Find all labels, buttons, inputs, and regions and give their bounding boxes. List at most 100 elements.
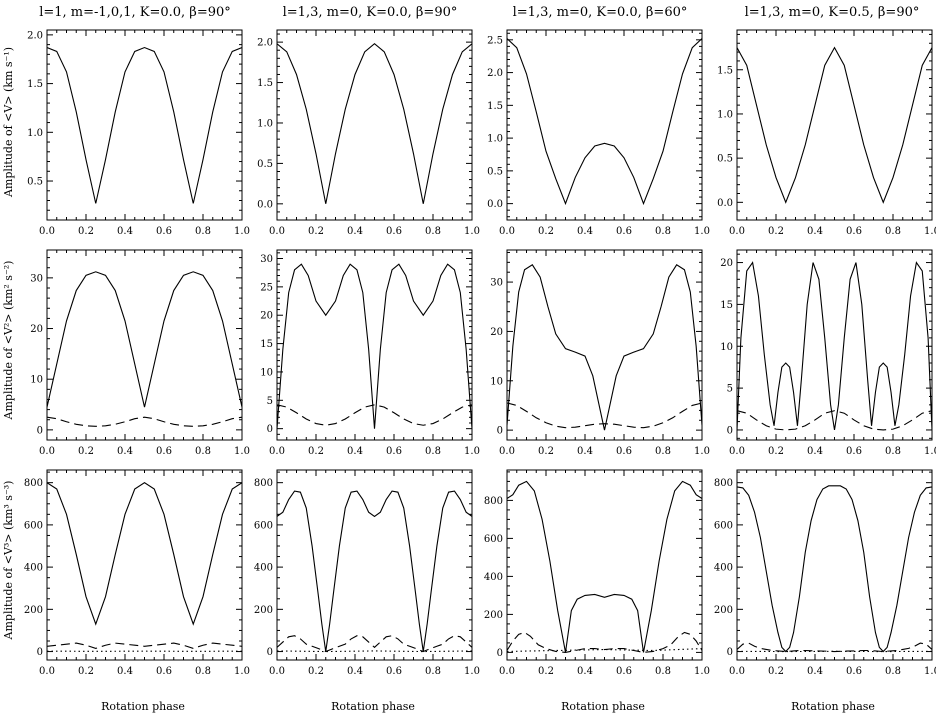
y-tick-label: 600: [714, 520, 733, 531]
y-tick-label: 200: [254, 605, 273, 616]
y-tick-label: 20: [490, 327, 503, 338]
x-tick-label: 0.8: [885, 666, 901, 677]
x-tick-label: 0.2: [78, 226, 94, 237]
y-tick-label: 2.0: [27, 30, 43, 41]
x-tick-label: 0.4: [117, 226, 133, 237]
x-tick-label: 0.0: [499, 226, 515, 237]
panel-r2-c2: 0.0 0.2 0.4 0.6 0.8 1.0 0 5 10 15 20 25 30: [260, 249, 480, 457]
series-solid-line: [507, 264, 702, 431]
x-tick-label: 0.2: [78, 446, 94, 457]
plot-frame: [736, 469, 933, 661]
plot-frame: [506, 29, 703, 221]
y-tick-label: 2.0: [257, 38, 273, 49]
y-tick-label: 10: [30, 375, 43, 386]
y-tick-label: 1.0: [257, 118, 273, 129]
x-tick-label: 0.8: [195, 666, 211, 677]
series-dashed-line: [47, 642, 242, 649]
x-tick-label: 0.4: [117, 666, 133, 677]
x-tick-label: 1.0: [694, 446, 710, 457]
series-solid-line: [47, 482, 242, 626]
x-tick-label: 0.4: [577, 446, 593, 457]
x-tick-label: 0.0: [499, 666, 515, 677]
y-tick-label: 800: [714, 478, 733, 489]
x-tick-label: 1.0: [464, 666, 480, 677]
x-tick-label: 0.4: [807, 226, 823, 237]
panel-r1-c3: 0.0 0.2 0.4 0.6 0.8 1.0 0.0 0.5 1.0 1.5 2.0 2.5: [487, 29, 710, 237]
series-dashed-line: [507, 402, 702, 429]
x-tick-label: 0.2: [308, 226, 324, 237]
y-tick-label: 600: [24, 520, 43, 531]
x-tick-label: 0.2: [308, 446, 324, 457]
series-solid-line: [47, 271, 242, 408]
y-tick-label: 1.0: [27, 128, 43, 139]
plot-frame: [736, 249, 933, 441]
x-tick-label: 0.4: [117, 446, 133, 457]
x-tick-label: 0.4: [577, 226, 593, 237]
y-tick-label: 400: [714, 563, 733, 574]
series-dashed-line: [737, 410, 932, 431]
plot-frame: [46, 469, 243, 661]
column-title-4: l=1,3, m=0, K=0.5, β=90°: [745, 5, 920, 20]
y-tick-label: 0: [497, 426, 503, 437]
x-tick-label: 0.4: [347, 666, 363, 677]
series-dashed-line: [277, 635, 472, 653]
x-tick-label: 0.4: [807, 666, 823, 677]
y-tick-label: 0.5: [257, 159, 273, 170]
x-tick-label: 0.6: [846, 226, 862, 237]
x-tick-label: 0.6: [616, 446, 632, 457]
x-tick-label: 1.0: [234, 226, 250, 237]
y-tick-label: 5: [727, 384, 733, 395]
x-tick-label: 0.0: [269, 666, 285, 677]
x-tick-label: 0.2: [768, 666, 784, 677]
y-tick-label: 800: [24, 478, 43, 489]
x-tick-label: 0.6: [156, 666, 172, 677]
y-tick-label: 30: [260, 254, 273, 265]
x-tick-label: 0.4: [807, 446, 823, 457]
plot-frame: [276, 249, 473, 441]
row-ylabel-1: Amplitude of <V> (km s⁻¹): [2, 47, 15, 198]
x-tick-label: 0.6: [156, 226, 172, 237]
y-tick-label: 10: [490, 376, 503, 387]
x-axis-label-2: Rotation phase: [331, 700, 415, 713]
plot-frame: [46, 249, 243, 441]
y-tick-label: 1.0: [717, 109, 733, 120]
x-tick-label: 0.8: [195, 226, 211, 237]
y-tick-label: 30: [490, 278, 503, 289]
x-tick-label: 0.8: [885, 446, 901, 457]
x-axis-label-1: Rotation phase: [101, 700, 185, 713]
panel-r2-c1: 0.0 0.2 0.4 0.6 0.8 1.0 0 10 20 30: [30, 249, 250, 457]
y-tick-label: 30: [30, 273, 43, 284]
series-solid-line: [737, 46, 932, 204]
y-tick-label: 400: [484, 572, 503, 583]
x-tick-label: 0.6: [156, 446, 172, 457]
column-title-1: l=1, m=-1,0,1, K=0.0, β=90°: [39, 5, 231, 20]
row-ylabel-3: Amplitude of <V³> (km³ s⁻³): [2, 481, 15, 641]
y-tick-label: 5: [267, 396, 273, 407]
series-solid-line: [737, 485, 932, 653]
y-tick-label: 800: [254, 478, 273, 489]
x-tick-label: 0.2: [308, 666, 324, 677]
x-tick-label: 0.0: [269, 226, 285, 237]
series-dotted-line: [277, 650, 472, 653]
x-tick-label: 0.0: [39, 446, 55, 457]
y-tick-label: 0: [37, 425, 43, 436]
x-tick-label: 1.0: [694, 666, 710, 677]
x-tick-label: 0.2: [538, 226, 554, 237]
x-tick-label: 0.2: [768, 226, 784, 237]
y-tick-label: 0.0: [257, 199, 273, 210]
x-tick-label: 0.6: [846, 446, 862, 457]
series-solid-line: [47, 46, 242, 204]
y-tick-label: 1.0: [487, 134, 503, 145]
y-tick-label: 200: [24, 605, 43, 616]
x-tick-label: 0.2: [78, 666, 94, 677]
series-solid-line: [277, 490, 472, 652]
y-tick-label: 10: [720, 342, 733, 353]
y-tick-label: 0: [727, 647, 733, 658]
y-tick-label: 0: [37, 647, 43, 658]
x-tick-label: 0.8: [885, 226, 901, 237]
x-tick-label: 0.8: [655, 226, 671, 237]
panel-r3-c4: 0.0 0.2 0.4 0.6 0.8 1.0 0 200 400 600 800: [714, 469, 936, 677]
x-tick-label: 0.8: [655, 666, 671, 677]
x-tick-label: 0.4: [347, 226, 363, 237]
